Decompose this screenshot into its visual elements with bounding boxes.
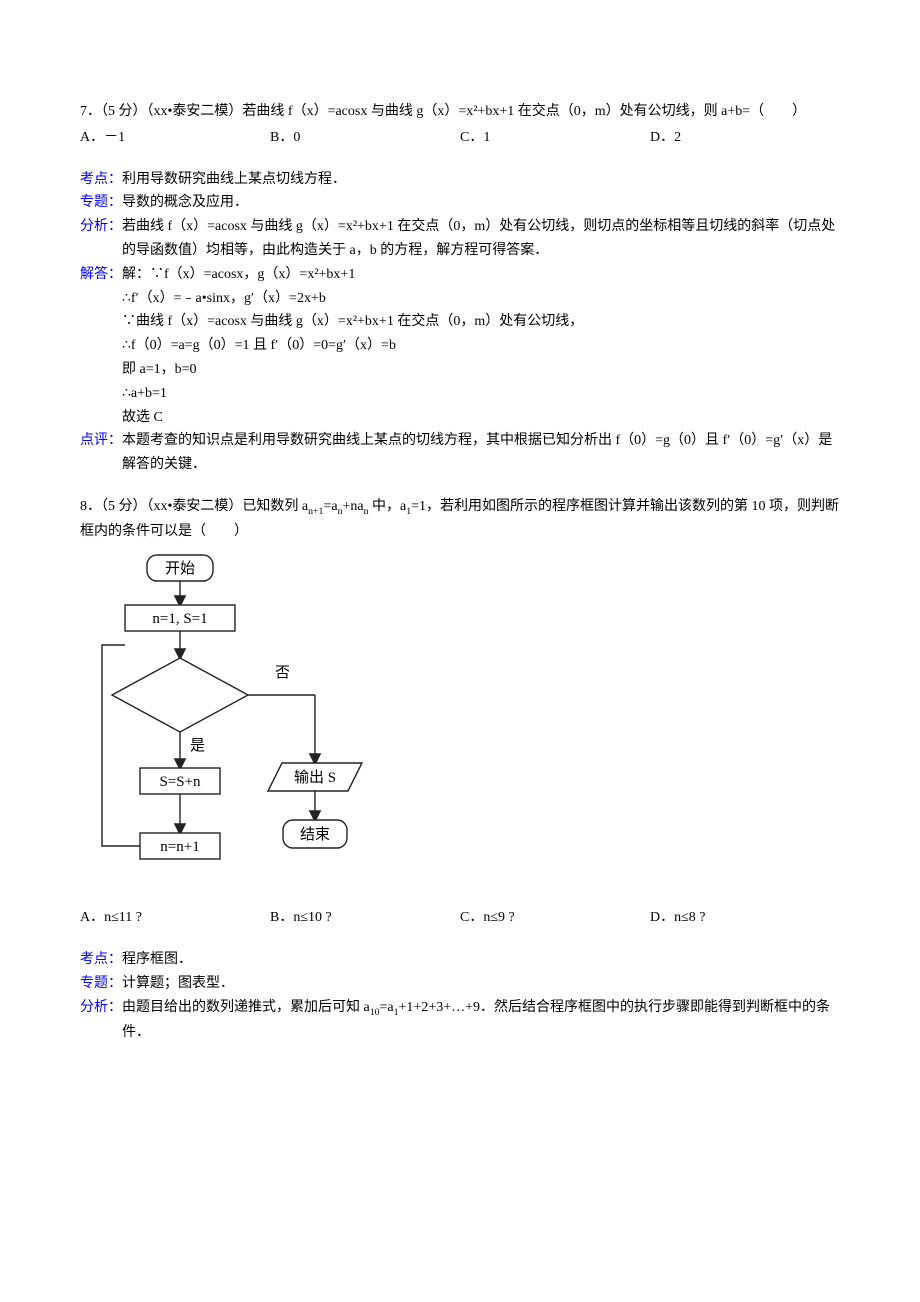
q7-jieda-line2: ∴f′（x）=﹣a•sinx，g′（x）=2x+b: [122, 287, 840, 311]
flow-assign-text: S=S+n: [159, 774, 201, 790]
q8-kaodian: 程序框图．: [122, 948, 840, 972]
q8-fenxi-b: =a: [380, 1000, 394, 1015]
q8-zhuanti: 计算题；图表型．: [122, 972, 840, 996]
q7-opt-d: D．2: [650, 126, 840, 150]
q7-head: 7．（5 分）（xx•泰安二模）若曲线 f（x）=acosx 与曲线 g（x）=…: [80, 100, 840, 124]
flow-decision: [112, 658, 248, 732]
q8-head-a: 8．（5 分）（xx•泰安二模）已知数列 a: [80, 499, 308, 514]
q8-fenxi-row: 分析： 由题目给出的数列递推式，累加后可知 a10=a1+1+2+3+…+9．然…: [80, 996, 840, 1045]
q7-zhuanti: 导数的概念及应用．: [122, 191, 840, 215]
q7-opt-b: B．0: [270, 126, 460, 150]
flow-yes-label: 是: [190, 738, 205, 754]
q7-jieda-line1: 解：∵f（x）=acosx，g（x）=x²+bx+1: [122, 263, 840, 287]
q8-fenxi: 由题目给出的数列递推式，累加后可知 a10=a1+1+2+3+…+9．然后结合程…: [122, 996, 840, 1045]
flow-no-label: 否: [275, 665, 290, 681]
q8-sub-np1: n+1: [308, 506, 323, 517]
q8-kaodian-row: 考点： 程序框图．: [80, 948, 840, 972]
zhuanti-label: 专题：: [80, 191, 122, 215]
q7-fenxi: 若曲线 f（x）=acosx 与曲线 g（x）=x²+bx+1 在交点（0，m）…: [122, 215, 840, 263]
q7-opt-c: C．1: [460, 126, 650, 150]
flow-start-text: 开始: [165, 560, 195, 577]
jieda-label: 解答：: [80, 263, 122, 430]
q8-options: A．n≤11 ? B．n≤10 ? C．n≤9 ? D．n≤8 ?: [80, 906, 840, 930]
q7-dianping: 本题考查的知识点是利用导数研究曲线上某点的切线方程，其中根据已知分析出 f（0）…: [122, 429, 840, 477]
q7-jieda: 解：∵f（x）=acosx，g（x）=x²+bx+1 ∴f′（x）=﹣a•sin…: [122, 263, 840, 430]
q7-jieda-row: 解答： 解：∵f（x）=acosx，g（x）=x²+bx+1 ∴f′（x）=﹣a…: [80, 263, 840, 430]
q7-jieda-line4: ∴f（0）=a=g（0）=1 且 f′（0）=0=g′（x）=b: [122, 334, 840, 358]
q7-opt-a: A．－1: [80, 126, 270, 150]
q8-head: 8．（5 分）（xx•泰安二模）已知数列 an+1=an+nan 中，a1=1，…: [80, 495, 840, 544]
q7-dianping-row: 点评： 本题考查的知识点是利用导数研究曲线上某点的切线方程，其中根据已知分析出 …: [80, 429, 840, 477]
q7-jieda-line6: ∴a+b=1: [122, 382, 840, 406]
kaodian-label-2: 考点：: [80, 948, 122, 972]
q8-opt-a: A．n≤11 ?: [80, 906, 270, 930]
q8-head-b: =a: [323, 499, 337, 514]
q8-opt-c: C．n≤9 ?: [460, 906, 650, 930]
q8-fenxi-a: 由题目给出的数列递推式，累加后可知 a: [122, 1000, 370, 1015]
q7-fenxi-row: 分析： 若曲线 f（x）=acosx 与曲线 g（x）=x²+bx+1 在交点（…: [80, 215, 840, 263]
flow-inc-text: n=n+1: [160, 839, 199, 855]
q7-jieda-line7: 故选 C: [122, 406, 840, 430]
q8-opt-d: D．n≤8 ?: [650, 906, 840, 930]
fenxi-label-2: 分析：: [80, 996, 122, 1045]
q8-sub-10: 10: [370, 1006, 380, 1017]
q8-head-c: +na: [342, 499, 363, 514]
q8-head-d: 中，a: [368, 499, 406, 514]
flow-output-text: 输出 S: [294, 769, 336, 786]
flowchart-svg: 开始 n=1, S=1 否 是 S=S+n n=n+1 输出 S 结束: [90, 550, 390, 900]
q7-jieda-line5: 即 a=1，b=0: [122, 358, 840, 382]
q7-jieda-line3: ∵曲线 f（x）=acosx 与曲线 g（x）=x²+bx+1 在交点（0，m）…: [122, 310, 840, 334]
q7-kaodian: 利用导数研究曲线上某点切线方程．: [122, 168, 840, 192]
zhuanti-label-2: 专题：: [80, 972, 122, 996]
kaodian-label: 考点：: [80, 168, 122, 192]
q7-kaodian-row: 考点： 利用导数研究曲线上某点切线方程．: [80, 168, 840, 192]
q8-zhuanti-row: 专题： 计算题；图表型．: [80, 972, 840, 996]
dianping-label: 点评：: [80, 429, 122, 477]
flow-loop-line: [102, 645, 140, 846]
q7-options: A．－1 B．0 C．1 D．2: [80, 126, 840, 150]
flow-init-text: n=1, S=1: [152, 611, 207, 627]
q8-flowchart: 开始 n=1, S=1 否 是 S=S+n n=n+1 输出 S 结束: [90, 550, 840, 900]
q7-zhuanti-row: 专题： 导数的概念及应用．: [80, 191, 840, 215]
q8-opt-b: B．n≤10 ?: [270, 906, 460, 930]
flow-end-text: 结束: [300, 826, 330, 843]
fenxi-label: 分析：: [80, 215, 122, 263]
